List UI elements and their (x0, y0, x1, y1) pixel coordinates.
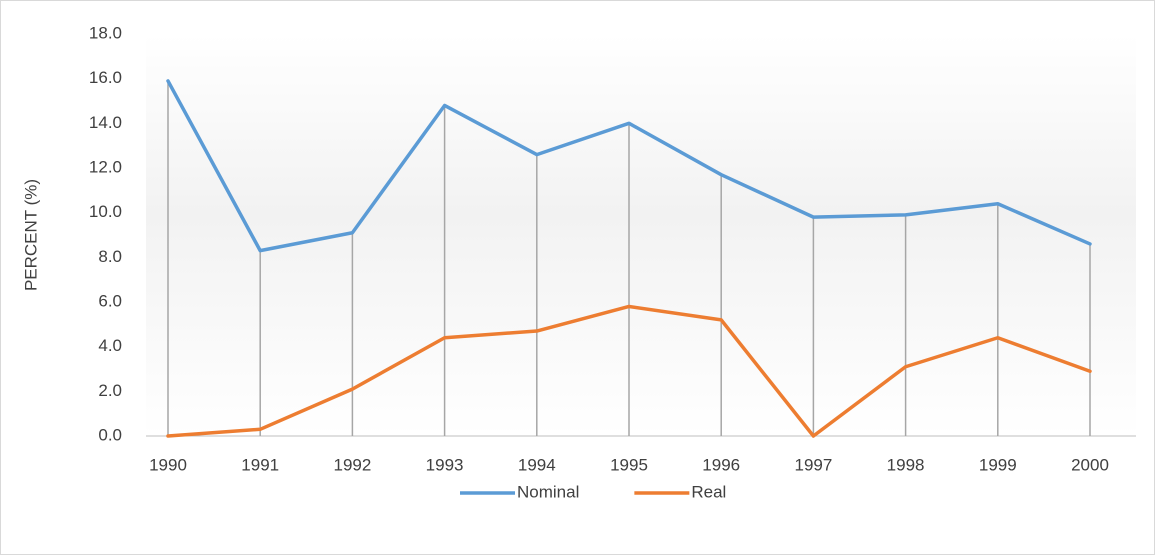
y-tick-label: 8.0 (98, 247, 122, 266)
y-tick-label: 4.0 (98, 336, 122, 355)
x-tick-label: 1997 (794, 455, 832, 474)
y-axis-title: PERCENT (%) (21, 179, 40, 291)
y-tick-label: 12.0 (89, 157, 122, 176)
x-tick-label: 1995 (610, 455, 648, 474)
y-tick-label: 6.0 (98, 291, 122, 310)
legend-label: Real (691, 482, 726, 501)
legend-label: Nominal (517, 482, 579, 501)
x-tick-label: 2000 (1071, 455, 1109, 474)
x-tick-label: 1990 (149, 455, 187, 474)
y-tick-label: 16.0 (89, 68, 122, 87)
series-line (166, 79, 1092, 253)
plot-area (146, 34, 1136, 436)
x-tick-label: 1996 (702, 455, 740, 474)
x-tick-label: 1991 (241, 455, 279, 474)
x-tick-label: 1999 (979, 455, 1017, 474)
y-tick-label: 0.0 (98, 425, 122, 444)
y-tick-label: 14.0 (89, 113, 122, 132)
y-tick-label: 2.0 (98, 381, 122, 400)
y-tick-label: 10.0 (89, 202, 122, 221)
series-line (166, 304, 1092, 438)
y-tick-label: 18.0 (89, 23, 122, 42)
x-tick-label: 1993 (426, 455, 464, 474)
x-tick-label: 1998 (887, 455, 925, 474)
x-tick-label: 1994 (518, 455, 556, 474)
x-tick-label: 1992 (333, 455, 371, 474)
